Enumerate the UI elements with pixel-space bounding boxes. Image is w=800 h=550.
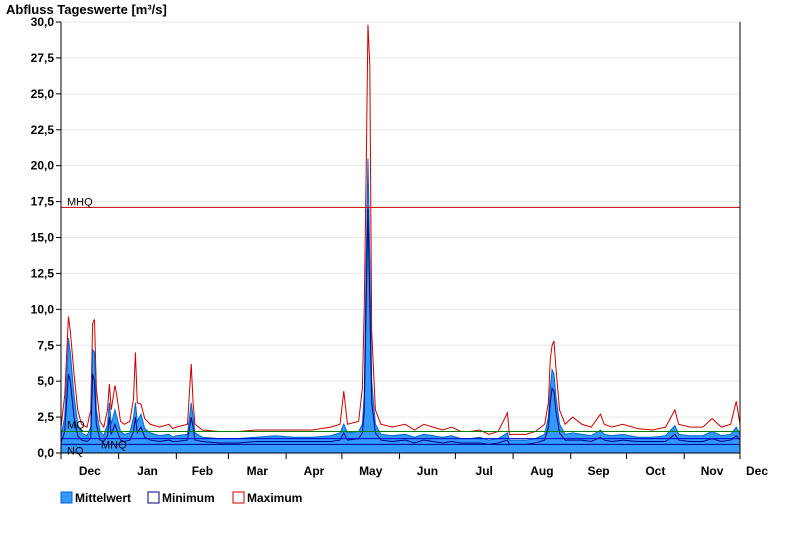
x-tick-label: Dec [79,464,101,478]
legend-label-minimum: Minimum [162,491,215,505]
series-minimum-line [60,208,741,445]
x-tick-label: Feb [192,464,213,478]
chart-title: Abfluss Tageswerte [m³/s] [6,2,167,17]
axes: 0,0 2,5 5,0 7,5 10,0 12,5 15,0 17,5 20,0 22,5 25,0… [31,15,769,478]
y-tick-label: 25,0 [31,87,55,101]
legend-label-maximum: Maximum [247,491,302,505]
x-tick-label: Jan [137,464,158,478]
x-tick-label: Apr [304,464,325,478]
refline-label-nq: NQ [67,445,84,457]
legend-swatch-minimum [147,491,160,504]
legend-swatch-mittelwert [60,491,73,504]
x-tick-label: Mar [247,464,269,478]
grid [61,21,740,418]
legend: Mittelwert Minimum Maximum [60,491,302,505]
x-tick-label: May [359,464,383,478]
x-tick-label: Oct [645,464,665,478]
x-tick-label: Jul [476,464,493,478]
refline-label-mhq: MHQ [67,196,93,208]
y-tick-label: 30,0 [31,15,55,29]
legend-label-mittelwert: Mittelwert [75,491,131,505]
series-mittelwert-area [61,158,740,454]
refline-label-mnq: MNQ [101,440,127,452]
legend-swatch-maximum [232,491,245,504]
y-tick-label: 20,0 [31,159,55,173]
x-tick-label: Aug [530,464,553,478]
x-tick-label: Dec [746,464,768,478]
x-tick-label: Nov [701,464,724,478]
series-layer [60,24,741,454]
y-tick-label: 22,5 [31,123,55,137]
y-tick-label: 15,0 [31,231,55,245]
x-tick-label: Sep [588,464,610,478]
y-tick-label: 12,5 [31,266,55,280]
refline-label-mq: MQ [67,419,85,431]
y-tick-label: 5,0 [37,374,54,388]
y-tick-label: 7,5 [37,338,54,352]
y-tick-label: 2,5 [37,410,54,424]
series-mittelwert-line [60,158,741,441]
y-tick-label: 27,5 [31,51,55,65]
y-tick-label: 17,5 [31,195,55,209]
series-maximum-line [60,24,741,435]
reference-lines: MHQ MQ MNQ NQ [61,196,740,457]
y-tick-label: 10,0 [31,302,55,316]
x-tick-label: Jun [417,464,438,478]
y-tick-label: 0,0 [37,446,54,460]
